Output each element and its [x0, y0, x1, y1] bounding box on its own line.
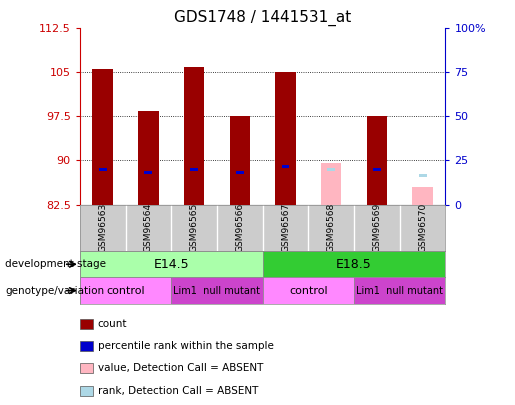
Text: Lim1  null mutant: Lim1 null mutant	[174, 286, 261, 296]
Bar	[413, 187, 433, 205]
Bar	[145, 171, 152, 174]
Bar	[367, 116, 387, 205]
Text: percentile rank within the sample: percentile rank within the sample	[98, 341, 274, 351]
Text: control: control	[106, 286, 145, 296]
Bar	[184, 66, 204, 205]
Text: GSM96563: GSM96563	[98, 203, 107, 252]
Title: GDS1748 / 1441531_at: GDS1748 / 1441531_at	[174, 9, 351, 26]
Bar	[321, 163, 341, 205]
Text: Lim1  null mutant: Lim1 null mutant	[356, 286, 443, 296]
Text: GSM96565: GSM96565	[190, 203, 199, 252]
Bar	[354, 277, 445, 304]
Text: GSM96569: GSM96569	[372, 203, 382, 252]
Bar	[263, 251, 445, 277]
Bar	[373, 168, 381, 171]
Bar	[171, 277, 263, 304]
Bar	[263, 277, 354, 304]
Text: count: count	[98, 319, 127, 329]
Bar	[92, 69, 113, 205]
Bar	[138, 111, 159, 205]
Bar	[275, 72, 296, 205]
Text: GSM96568: GSM96568	[327, 203, 336, 252]
Bar	[190, 168, 198, 171]
Bar	[230, 116, 250, 205]
Text: GSM96564: GSM96564	[144, 203, 153, 252]
Text: GSM96570: GSM96570	[418, 203, 427, 252]
Text: development stage: development stage	[5, 259, 106, 269]
Bar	[328, 168, 335, 171]
Bar	[419, 174, 426, 177]
Text: value, Detection Call = ABSENT: value, Detection Call = ABSENT	[98, 363, 263, 373]
Text: control: control	[289, 286, 328, 296]
Text: rank, Detection Call = ABSENT: rank, Detection Call = ABSENT	[98, 386, 258, 396]
Text: genotype/variation: genotype/variation	[5, 286, 104, 296]
Bar	[99, 168, 107, 171]
Bar	[80, 277, 171, 304]
Text: GSM96566: GSM96566	[235, 203, 244, 252]
Text: E18.5: E18.5	[336, 258, 372, 271]
Bar	[282, 165, 289, 168]
Text: E14.5: E14.5	[153, 258, 189, 271]
Bar	[80, 251, 263, 277]
Bar	[236, 171, 244, 174]
Text: GSM96567: GSM96567	[281, 203, 290, 252]
